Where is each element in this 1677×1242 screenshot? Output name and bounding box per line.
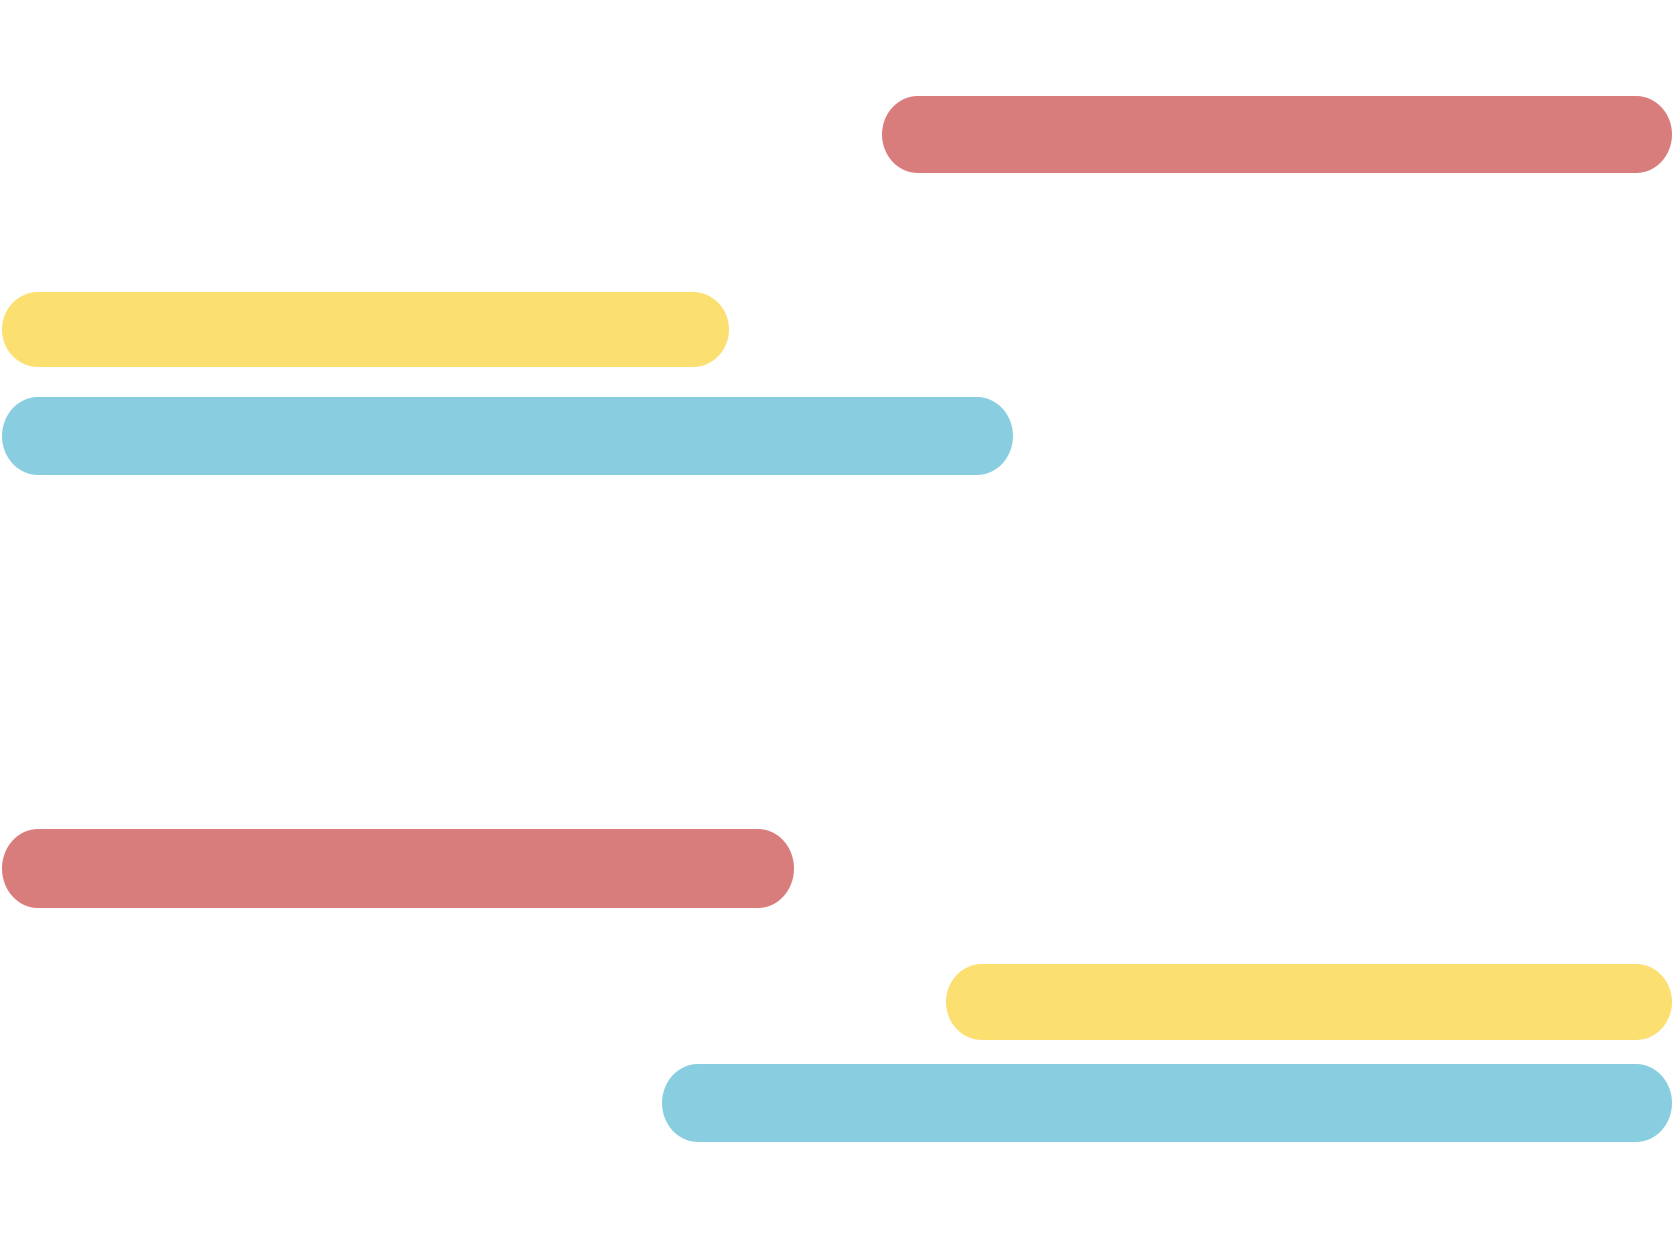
blue-bar <box>662 1064 1672 1142</box>
lower-group <box>2 829 1672 1142</box>
blue-bar <box>2 397 1013 475</box>
red-bar <box>2 829 794 908</box>
yellow-bar <box>2 292 729 367</box>
yellow-bar <box>946 964 1672 1040</box>
red-bar <box>882 96 1672 173</box>
upper-group <box>2 96 1672 475</box>
